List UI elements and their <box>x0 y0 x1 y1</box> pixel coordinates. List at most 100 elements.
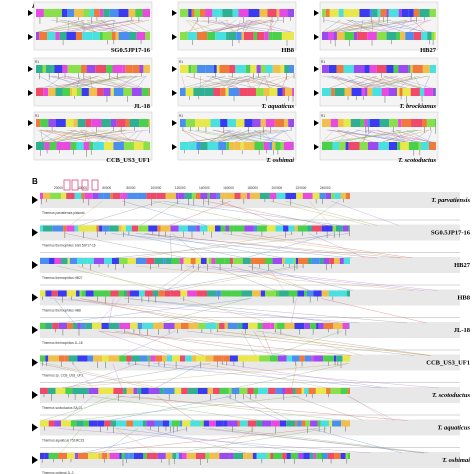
lcb-block <box>40 388 48 394</box>
homology-link <box>264 75 270 89</box>
lcb-block <box>297 420 302 427</box>
lcb-block <box>319 193 326 199</box>
lcb-block <box>131 355 141 362</box>
lcb-block <box>36 88 44 96</box>
lcb-block <box>248 9 260 17</box>
homology-link <box>72 363 93 389</box>
lcb-block <box>311 225 322 232</box>
query-blocks <box>322 142 436 156</box>
lcb-block <box>185 355 192 362</box>
lcb-block <box>170 290 181 297</box>
homology-link <box>354 75 399 89</box>
lcb-block <box>101 323 109 329</box>
lcb-block <box>282 88 286 96</box>
homology-link <box>215 428 255 454</box>
lcb-block <box>46 65 53 73</box>
lcb-block <box>183 258 191 264</box>
homology-link <box>217 129 293 143</box>
homology-link <box>226 19 235 33</box>
lcb-block <box>342 323 350 329</box>
homology-link <box>62 363 349 389</box>
lcb-block <box>413 9 420 17</box>
lcb-block <box>325 9 330 17</box>
lcb-block <box>284 323 295 329</box>
lcb-block <box>377 9 381 17</box>
lcb-block <box>198 323 206 329</box>
scale-bar: 20000 40000 60000 80000 100000 120000 140000 16… <box>54 186 331 190</box>
lcb-block <box>88 453 99 459</box>
lcb-block <box>196 290 208 297</box>
lcb-block <box>209 193 217 199</box>
lcb-block <box>188 142 197 150</box>
track-marker: R1 <box>321 114 325 118</box>
lcb-block <box>133 388 138 394</box>
lcb-block <box>287 9 294 17</box>
lcb-block <box>350 119 361 127</box>
lcb-block <box>47 388 56 394</box>
lcb-block <box>66 32 76 40</box>
lcb-block <box>181 388 188 394</box>
lcb-block <box>197 388 208 394</box>
lcb-block <box>107 453 110 459</box>
lcb-block <box>388 142 398 150</box>
homology-link <box>39 129 143 143</box>
homology-link <box>65 233 186 259</box>
lcb-block <box>121 225 126 232</box>
lcb-block <box>376 65 387 73</box>
lcb-block <box>220 193 226 199</box>
lcb-block <box>129 119 140 127</box>
lcb-block <box>49 142 57 150</box>
lcb-block <box>240 193 248 199</box>
lcb-block <box>146 453 158 459</box>
lcb-block <box>227 119 237 127</box>
lcb-block <box>219 388 229 394</box>
lcb-block <box>328 65 337 73</box>
lcb-block <box>118 9 129 17</box>
lcb-block <box>135 9 143 17</box>
lcb-block <box>188 9 192 17</box>
lcb-block <box>244 119 253 127</box>
lcb-block <box>122 193 128 199</box>
panel-a-plot: R1 T. brockianus <box>314 57 439 110</box>
lcb-block <box>205 323 217 329</box>
lcb-block <box>266 225 276 232</box>
homology-link <box>261 129 274 143</box>
scale-tick: 140000 <box>199 186 210 190</box>
homology-link <box>355 129 433 143</box>
lcb-block <box>195 453 206 459</box>
lcb-block <box>293 258 296 264</box>
lcb-block <box>185 88 194 96</box>
lcb-block <box>87 355 94 362</box>
lcb-block <box>334 193 341 199</box>
lcb-block <box>179 420 183 427</box>
track-arrow <box>314 144 319 150</box>
homology-link <box>329 75 365 89</box>
homology-link <box>256 330 431 356</box>
homology-link <box>77 265 157 291</box>
lcb-block <box>304 388 309 394</box>
lcb-block <box>434 119 436 127</box>
lcb-block <box>52 65 55 73</box>
lcb-block <box>208 258 212 264</box>
lcb-block <box>329 9 339 17</box>
lcb-block <box>359 142 368 150</box>
lcb-block <box>283 142 294 150</box>
homology-link <box>362 129 372 143</box>
lcb-block <box>87 258 94 264</box>
lcb-block <box>228 388 232 394</box>
homology-link <box>337 129 405 143</box>
lcb-block <box>313 355 324 362</box>
homology-link <box>198 75 215 89</box>
homology-link <box>205 200 329 226</box>
homology-link <box>72 75 126 89</box>
homology-link <box>322 129 335 143</box>
homology-link <box>322 129 361 143</box>
homology-link <box>366 129 406 143</box>
genome-label: SG0.5JP17-16 <box>431 230 471 237</box>
lcb-block <box>422 119 427 127</box>
scale-tick: 80000 <box>127 186 136 190</box>
lcb-block <box>275 142 281 150</box>
lcb-block <box>311 258 320 264</box>
lcb-block <box>186 453 196 459</box>
lcb-block <box>205 355 214 362</box>
